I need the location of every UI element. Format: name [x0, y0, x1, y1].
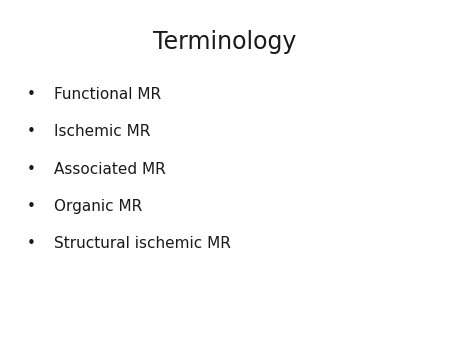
Text: Terminology: Terminology — [153, 30, 297, 54]
Text: Structural ischemic MR: Structural ischemic MR — [54, 236, 231, 251]
Text: •: • — [27, 162, 36, 176]
Text: •: • — [27, 199, 36, 214]
Text: Associated MR: Associated MR — [54, 162, 166, 176]
Text: •: • — [27, 124, 36, 139]
Text: Organic MR: Organic MR — [54, 199, 142, 214]
Text: Functional MR: Functional MR — [54, 87, 161, 102]
Text: Ischemic MR: Ischemic MR — [54, 124, 150, 139]
Text: •: • — [27, 87, 36, 102]
Text: •: • — [27, 236, 36, 251]
